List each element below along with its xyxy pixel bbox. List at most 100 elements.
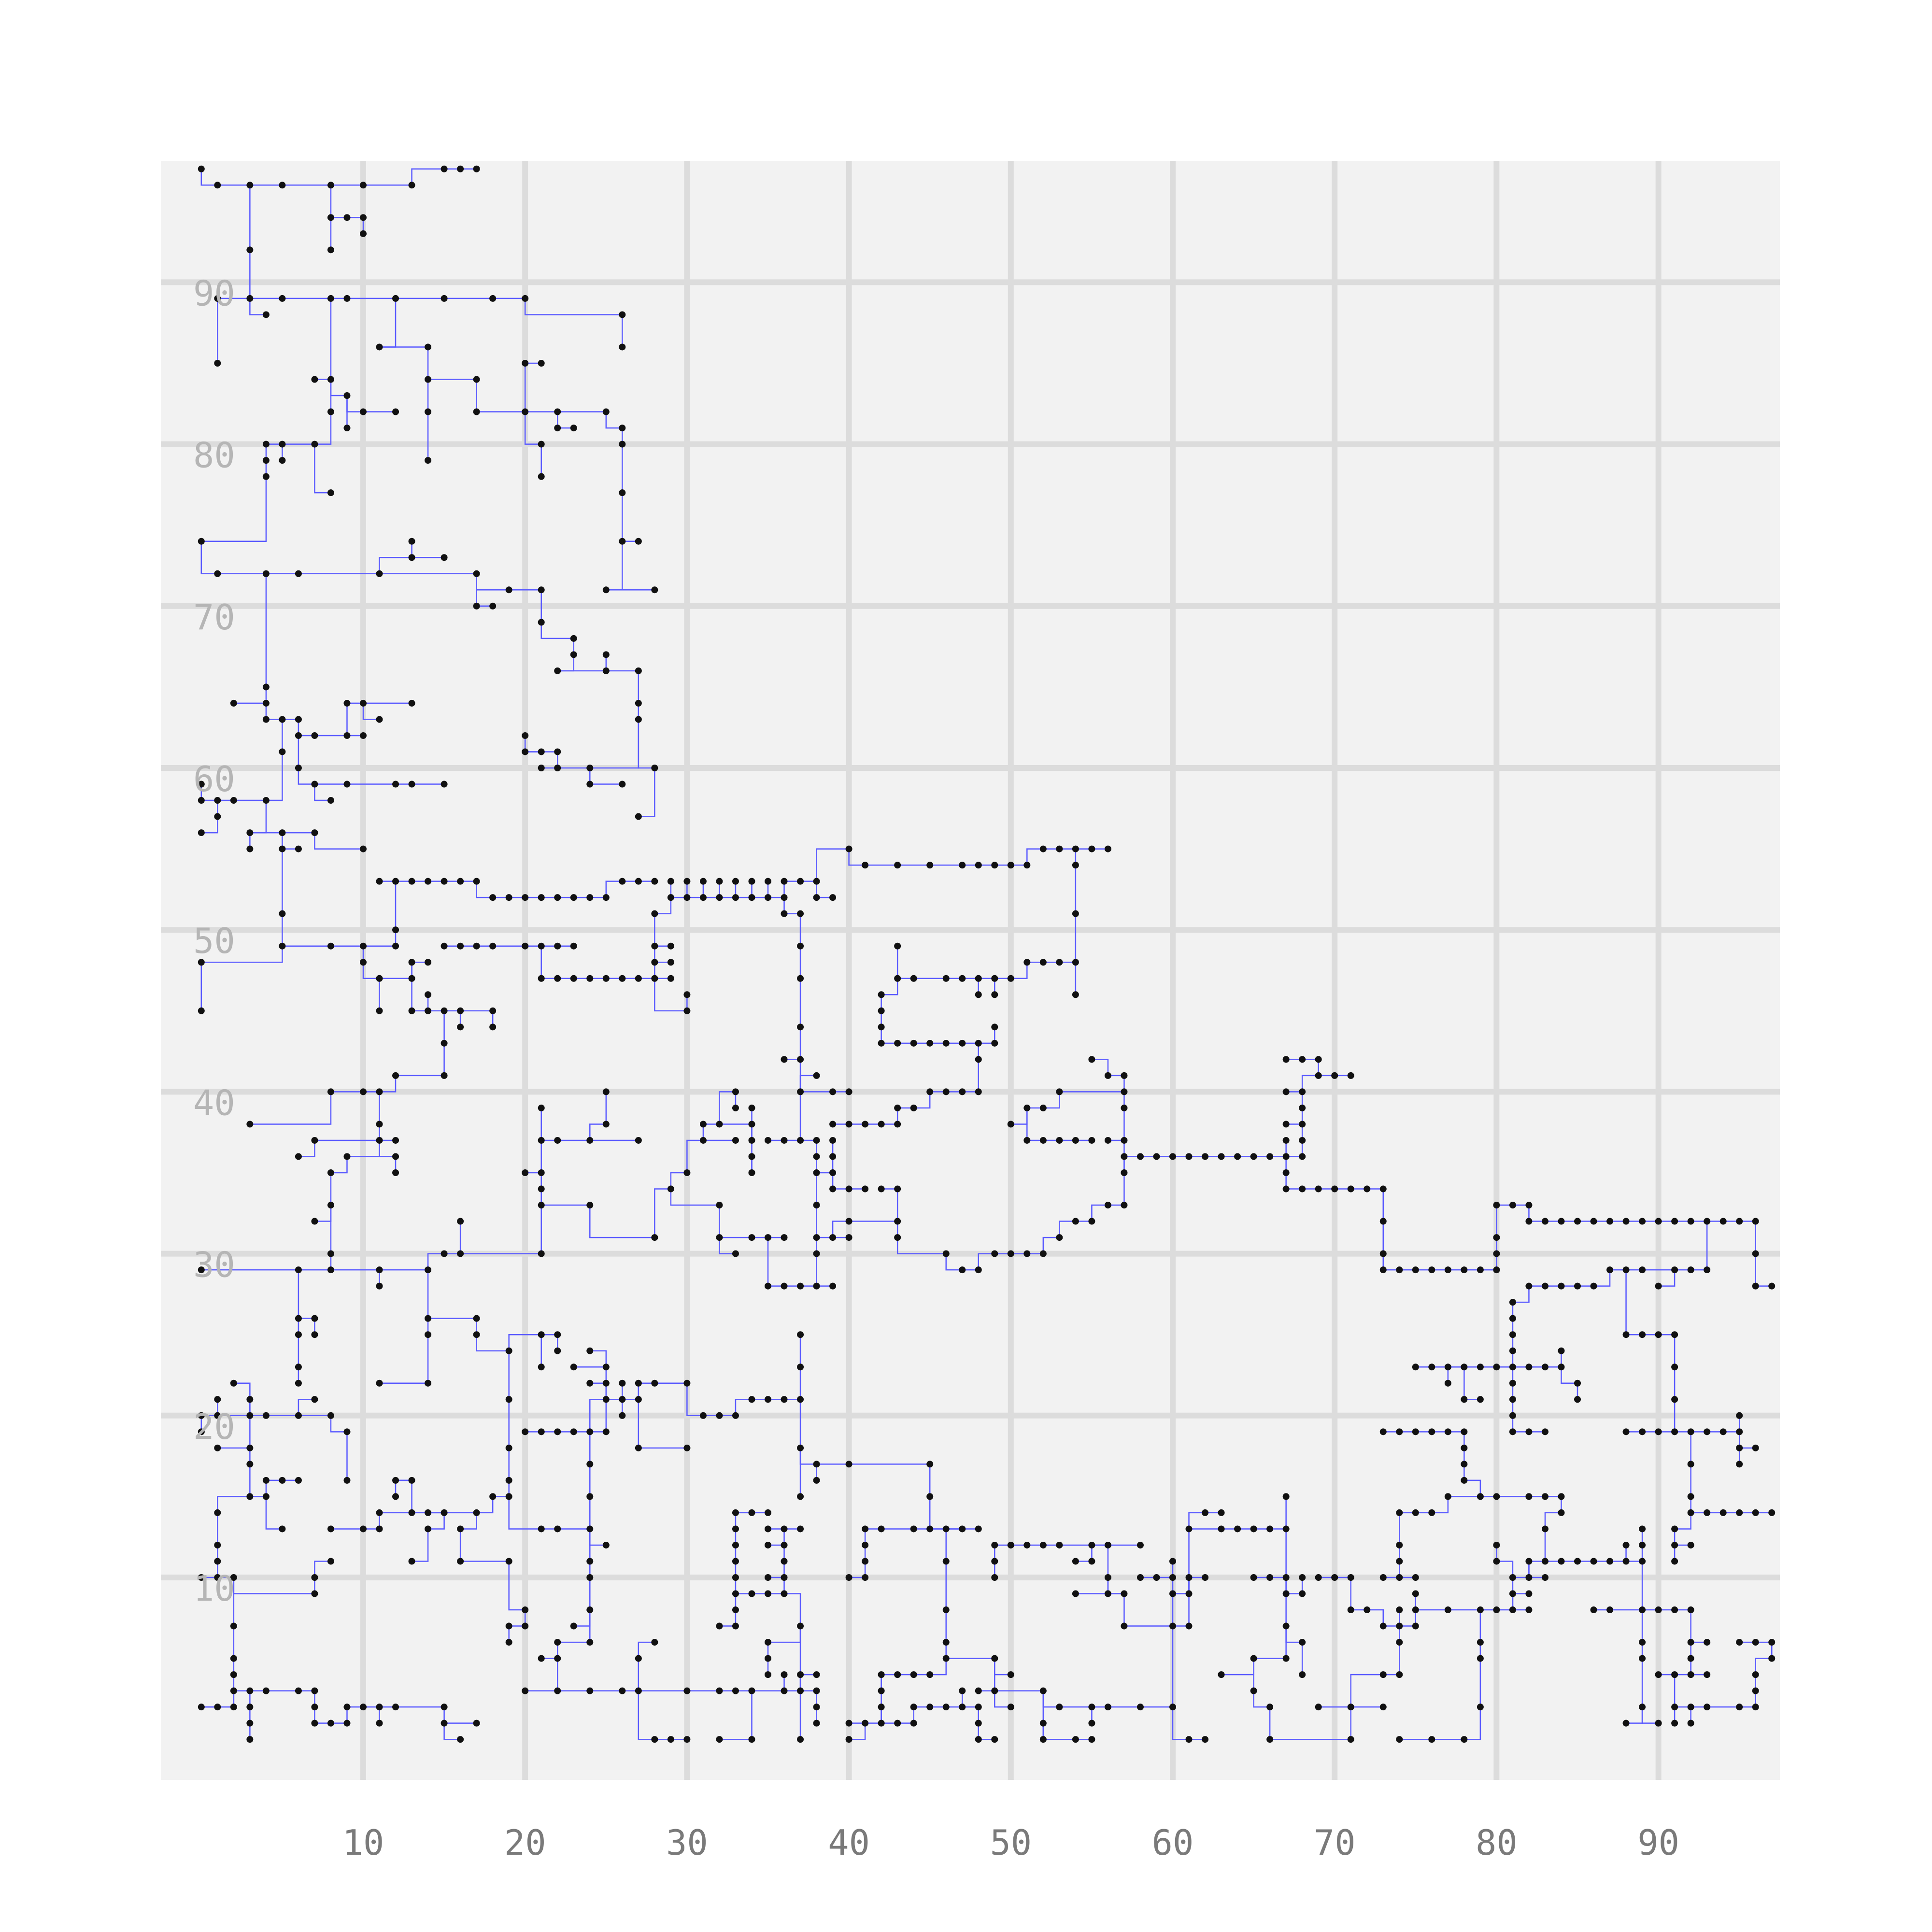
data-point [1444, 1493, 1451, 1500]
tree-edge [314, 412, 332, 445]
data-point [813, 1169, 820, 1176]
data-point [619, 1687, 626, 1694]
data-point [1493, 1234, 1500, 1241]
data-point [635, 975, 642, 982]
data-point [262, 570, 270, 577]
data-point [327, 797, 334, 804]
data-point [1704, 1218, 1711, 1225]
data-point [845, 1736, 852, 1743]
data-point [554, 1655, 561, 1662]
tree-edge [298, 1140, 315, 1157]
data-point [246, 1121, 254, 1128]
data-point [781, 894, 788, 901]
data-point [878, 1671, 885, 1678]
data-point [473, 165, 480, 172]
data-point [894, 1039, 901, 1047]
tree-edge [476, 1496, 494, 1514]
data-point [1509, 1347, 1516, 1354]
data-point [813, 1072, 820, 1079]
data-point [1088, 1541, 1095, 1548]
tree-edge [347, 1140, 380, 1157]
data-point [538, 1202, 545, 1209]
data-point [570, 975, 577, 982]
data-point [1525, 1574, 1533, 1581]
tree-edge [1675, 1512, 1691, 1530]
data-point [327, 1525, 334, 1533]
data-point [392, 1477, 399, 1484]
data-point [1299, 1574, 1306, 1581]
data-point [473, 376, 480, 383]
data-point [1412, 1509, 1419, 1516]
tree-edge [994, 1690, 1011, 1708]
data-point [845, 845, 852, 852]
data-point [360, 942, 367, 950]
tree-edge [508, 1334, 541, 1351]
data-point [1202, 1736, 1209, 1743]
data-point [327, 1558, 334, 1565]
data-point [1655, 1331, 1662, 1338]
data-point [473, 1719, 480, 1727]
data-point [198, 797, 205, 804]
data-point [635, 1136, 642, 1144]
data-point [538, 619, 545, 626]
data-point [1379, 1574, 1387, 1581]
data-point [522, 360, 529, 367]
data-point [602, 1364, 610, 1371]
data-point [1590, 1558, 1597, 1565]
data-point [198, 1266, 205, 1274]
data-point [732, 1509, 739, 1516]
data-point [1752, 1671, 1759, 1678]
data-point [311, 829, 318, 837]
data-point [554, 942, 561, 950]
data-point [570, 942, 577, 950]
data-point [586, 1639, 594, 1646]
tree-edge [784, 1593, 801, 1626]
tree-edge [314, 444, 331, 494]
data-point [683, 1444, 691, 1451]
data-point [781, 1234, 788, 1241]
data-point [1282, 1056, 1290, 1063]
data-point [538, 1331, 545, 1338]
data-point [748, 894, 755, 901]
data-point [554, 1347, 561, 1354]
data-point [862, 1185, 869, 1193]
data-point [991, 975, 998, 982]
data-point [473, 1509, 480, 1516]
data-point [1056, 1234, 1063, 1241]
data-point [1250, 1574, 1257, 1581]
data-point [1509, 1396, 1516, 1403]
data-point [311, 1396, 318, 1403]
data-point [1687, 1606, 1694, 1614]
data-point [845, 1218, 852, 1225]
data-point [748, 1234, 755, 1241]
data-point [522, 1606, 529, 1614]
data-point [473, 1331, 480, 1338]
data-point [343, 392, 351, 399]
data-point [522, 1622, 529, 1630]
tree-edge [589, 1123, 606, 1140]
tree-edge [768, 1626, 801, 1643]
data-point [1541, 1493, 1548, 1500]
data-point [279, 829, 286, 837]
data-point [1315, 1072, 1322, 1079]
data-point [408, 1558, 415, 1565]
data-point [878, 1687, 885, 1694]
data-point [1299, 1671, 1306, 1678]
data-point [1218, 1153, 1225, 1160]
data-point [1639, 1266, 1646, 1274]
data-point [732, 1606, 739, 1614]
data-point [327, 376, 334, 383]
tree-edge [508, 1496, 541, 1530]
x-tick-label: 30 [666, 1822, 708, 1863]
data-point [683, 1007, 691, 1014]
data-point [440, 1007, 448, 1014]
tree-edge [881, 978, 898, 995]
data-point [1039, 1736, 1047, 1743]
data-point [1266, 1525, 1274, 1533]
data-point [845, 1121, 852, 1128]
data-point [1056, 1704, 1063, 1711]
data-point [667, 878, 674, 885]
data-point [505, 1396, 512, 1403]
data-point [1606, 1606, 1614, 1614]
data-point [1121, 1622, 1128, 1630]
